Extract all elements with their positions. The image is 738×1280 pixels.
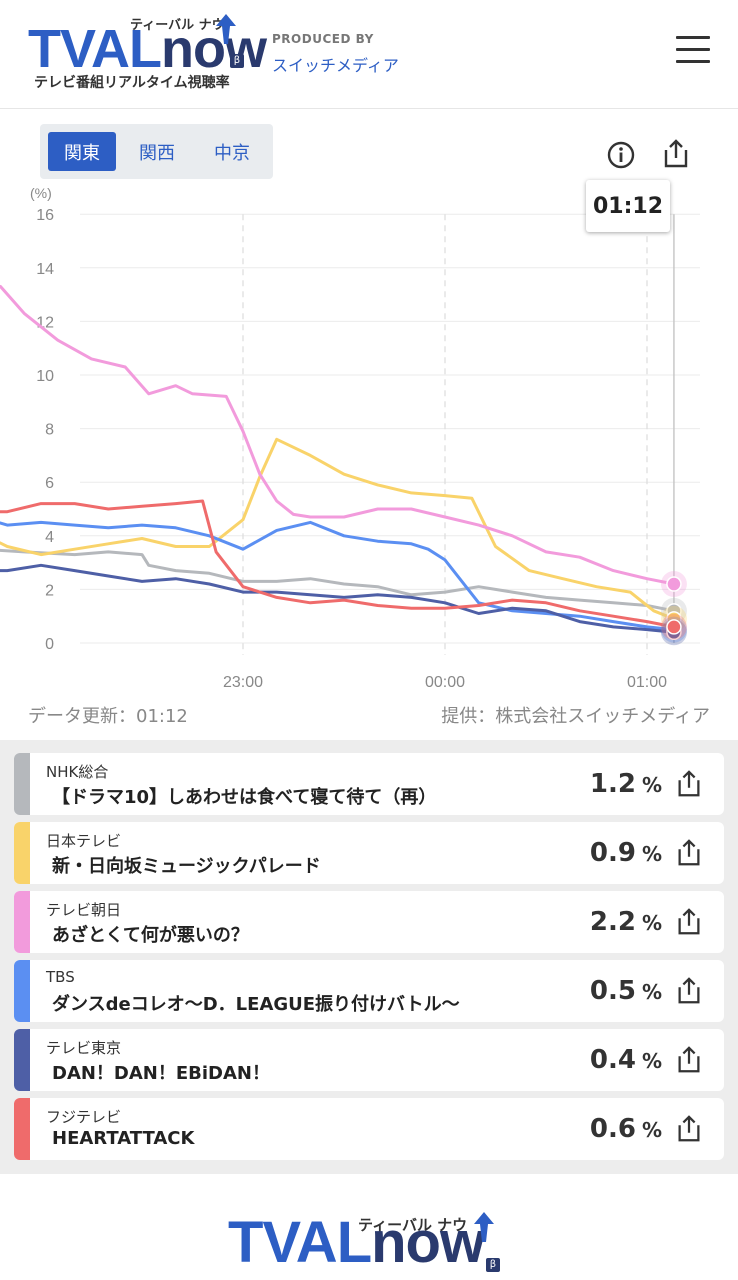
program-title: ダンスdeコレオ〜D．LEAGUE振り付けバトル〜 bbox=[52, 994, 460, 1015]
station-color-bar bbox=[14, 1098, 30, 1160]
share-icon[interactable] bbox=[674, 838, 704, 868]
rating-value: 1.2% bbox=[589, 769, 662, 799]
y-tick-label: 8 bbox=[45, 422, 54, 439]
rating-value: 2.2% bbox=[589, 907, 662, 937]
data-updated-time: データ更新：01:12 bbox=[28, 706, 188, 727]
chart-time-tooltip: 01:12 bbox=[586, 180, 670, 232]
series-end-marker bbox=[666, 576, 682, 592]
site-header: ティーバル ナウ TVALnow β テレビ番組リアルタイム視聴率 PRODUC… bbox=[0, 0, 738, 109]
x-tick-label: 00:00 bbox=[425, 674, 465, 691]
tab-chukyo[interactable]: 中京 bbox=[214, 142, 250, 164]
program-title: HEARTATTACK bbox=[52, 1128, 195, 1149]
rating-value: 0.9% bbox=[589, 838, 662, 868]
station-color-bar bbox=[14, 1029, 30, 1091]
program-card-tv-asahi[interactable]: テレビ朝日 あざとくて何が悪いの？ 2.2% bbox=[14, 891, 724, 953]
rating-value: 0.4% bbox=[589, 1045, 662, 1075]
logo-arrow-icon bbox=[474, 1212, 494, 1242]
station-color-bar bbox=[14, 960, 30, 1022]
logo-wordmark: TVALnow bbox=[228, 1210, 485, 1275]
info-icon[interactable] bbox=[606, 140, 636, 170]
y-tick-label: 14 bbox=[36, 261, 54, 278]
station-name: 日本テレビ bbox=[46, 832, 122, 850]
logo-subtitle: テレビ番組リアルタイム視聴率 bbox=[34, 75, 230, 91]
program-card-tv-tokyo[interactable]: テレビ東京 DAN！DAN！EBiDAN！ 0.4% bbox=[14, 1029, 724, 1091]
data-credit: 提供：株式会社スイッチメディア bbox=[441, 706, 710, 727]
footer-tvalnow-logo[interactable]: ティーバル ナウ TVALnow β bbox=[228, 1210, 508, 1280]
program-card-fuji[interactable]: フジテレビ HEARTATTACK 0.6% bbox=[14, 1098, 724, 1160]
series-line bbox=[0, 437, 675, 621]
y-tick-label: 2 bbox=[45, 582, 54, 599]
program-title: あざとくて何が悪いの？ bbox=[52, 925, 249, 946]
program-title: 【ドラマ10】しあわせは食べて寝て待て（再） bbox=[52, 787, 437, 808]
program-card-tbs[interactable]: TBS ダンスdeコレオ〜D．LEAGUE振り付けバトル〜 0.5% bbox=[14, 960, 724, 1022]
y-tick-label: 10 bbox=[36, 368, 54, 385]
y-tick-label: 16 bbox=[36, 207, 54, 224]
station-color-bar bbox=[14, 822, 30, 884]
share-icon[interactable] bbox=[660, 138, 692, 170]
share-icon[interactable] bbox=[674, 1114, 704, 1144]
station-color-bar bbox=[14, 891, 30, 953]
program-list: NHK総合 【ドラマ10】しあわせは食べて寝て待て（再） 1.2% 日本テレビ … bbox=[0, 740, 738, 1174]
series-line bbox=[0, 548, 675, 613]
station-color-bar bbox=[14, 753, 30, 815]
series-end-marker bbox=[666, 619, 682, 635]
share-icon[interactable] bbox=[674, 976, 704, 1006]
share-icon[interactable] bbox=[674, 1045, 704, 1075]
station-name: テレビ朝日 bbox=[46, 901, 122, 919]
series-line bbox=[0, 520, 675, 632]
produced-by-label: PRODUCED BY bbox=[272, 32, 374, 46]
station-name: テレビ東京 bbox=[46, 1039, 122, 1057]
program-card-ntv[interactable]: 日本テレビ 新・日向坂ミュージックパレード 0.9% bbox=[14, 822, 724, 884]
station-name: フジテレビ bbox=[46, 1108, 122, 1126]
rating-value: 0.5% bbox=[589, 976, 662, 1006]
logo-wordmark: TVALnow bbox=[28, 19, 267, 79]
program-title: DAN！DAN！EBiDAN！ bbox=[52, 1063, 270, 1084]
series-line bbox=[0, 563, 675, 634]
producer-link[interactable]: スイッチメディア bbox=[272, 56, 399, 75]
x-tick-label: 23:00 bbox=[223, 674, 263, 691]
tab-kanto[interactable]: 関東 bbox=[48, 132, 116, 171]
hamburger-menu-icon[interactable] bbox=[676, 36, 710, 66]
station-name: NHK総合 bbox=[46, 763, 109, 781]
logo-beta-badge: β bbox=[486, 1258, 500, 1272]
y-axis-unit-label: (%) bbox=[30, 185, 52, 201]
series-line bbox=[0, 284, 675, 586]
x-tick-label: 01:00 bbox=[627, 674, 667, 691]
rating-value: 0.6% bbox=[589, 1114, 662, 1144]
region-tabs: 関東 関西 中京 bbox=[40, 124, 273, 179]
program-title: 新・日向坂ミュージックパレード bbox=[52, 856, 321, 877]
tab-kansai[interactable]: 関西 bbox=[139, 142, 175, 164]
share-icon[interactable] bbox=[674, 907, 704, 937]
y-tick-label: 6 bbox=[45, 475, 54, 492]
logo-beta-badge: β bbox=[230, 54, 244, 68]
series-line bbox=[0, 499, 675, 629]
logo-arrow-icon bbox=[216, 14, 236, 44]
tvalnow-logo[interactable]: ティーバル ナウ TVALnow β テレビ番組リアルタイム視聴率 bbox=[28, 14, 267, 94]
logo-kana: ティーバル ナウ bbox=[358, 1216, 468, 1234]
y-tick-label: 0 bbox=[45, 636, 54, 653]
program-card-nhk[interactable]: NHK総合 【ドラマ10】しあわせは食べて寝て待て（再） 1.2% bbox=[14, 753, 724, 815]
station-name: TBS bbox=[46, 968, 75, 986]
share-icon[interactable] bbox=[674, 769, 704, 799]
logo-kana: ティーバル ナウ bbox=[130, 18, 225, 33]
y-tick-label: 4 bbox=[45, 529, 54, 546]
